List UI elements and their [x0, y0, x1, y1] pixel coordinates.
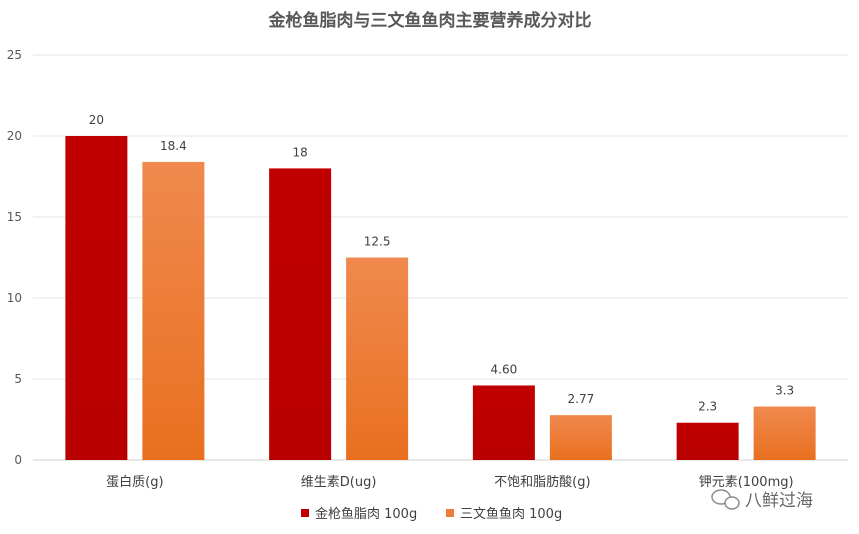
legend-swatch-salmon: [446, 509, 454, 517]
y-tick-label: 0: [14, 453, 22, 467]
bar: [549, 415, 612, 460]
data-label: 18: [292, 145, 307, 159]
bar: [65, 136, 128, 460]
data-label: 12.5: [364, 235, 391, 249]
bar: [472, 385, 535, 460]
chart-title: 金枪鱼脂肉与三文鱼鱼肉主要营养成分对比: [268, 10, 592, 31]
legend: 金枪鱼脂肉 100g 三文鱼鱼肉 100g: [301, 506, 562, 522]
y-tick-label: 20: [7, 129, 22, 143]
wechat-icon: [711, 489, 740, 510]
category-label: 维生素D(ug): [301, 475, 377, 490]
category-labels: 蛋白质(g) 维生素D(ug) 不饱和脂肪酸(g) 钾元素(100mg): [106, 474, 793, 490]
bars: [65, 136, 816, 461]
bar: [676, 422, 739, 460]
legend-label-tuna: 金枪鱼脂肉 100g: [315, 506, 417, 522]
data-label: 2.77: [568, 392, 595, 406]
data-label: 2.3: [698, 400, 717, 414]
data-labels: 20 18.4 18 12.5 4.60 2.77 2.3 3.3: [89, 113, 794, 414]
category-label: 不饱和脂肪酸(g): [494, 474, 590, 490]
legend-label-salmon: 三文鱼鱼肉 100g: [460, 506, 562, 522]
y-tick-label: 10: [7, 291, 22, 305]
y-axis-ticks: 0 5 10 15 20 25: [7, 48, 22, 467]
watermark: 八鲜过海: [711, 489, 813, 511]
category-label: 蛋白质(g): [106, 474, 163, 490]
category-label: 钾元素(100mg): [699, 475, 794, 490]
bar: [346, 257, 409, 460]
y-tick-label: 15: [7, 210, 22, 224]
data-label: 3.3: [775, 384, 794, 398]
y-tick-label: 25: [7, 48, 22, 62]
bar: [269, 168, 332, 460]
data-label: 18.4: [160, 139, 187, 153]
y-tick-label: 5: [14, 372, 22, 386]
bar: [142, 161, 205, 461]
data-label: 4.60: [491, 362, 518, 376]
legend-swatch-tuna: [301, 509, 309, 517]
data-label: 20: [89, 113, 104, 127]
watermark-text: 八鲜过海: [745, 491, 813, 511]
bar: [753, 406, 816, 460]
